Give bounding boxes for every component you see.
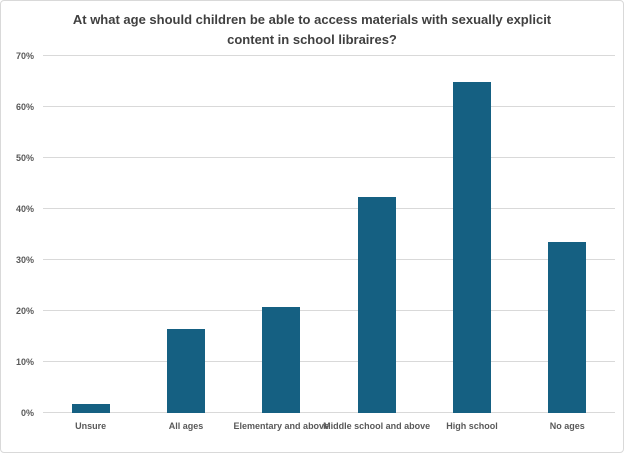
gridline-70 (43, 55, 615, 56)
y-axis-tick-label-60: 60% (15, 102, 34, 112)
y-axis-tick-label-0: 0% (20, 408, 34, 418)
gridline-20 (43, 310, 615, 311)
y-axis-tick-label-70: 70% (15, 51, 34, 61)
chart-title: At what age should children be able to a… (72, 12, 552, 47)
x-axis-tick-label-no-ages: No ages (549, 421, 585, 431)
x-axis-tick-label-high-school: High school (446, 421, 498, 431)
gridline-30 (43, 259, 615, 260)
category-slot-middle-school-and-above: Middle school and above (323, 56, 430, 431)
bar-unsure (71, 404, 110, 413)
x-axis-tick-label-elementary-and-above: Elementary and above (233, 421, 330, 431)
gridline-40 (43, 208, 615, 209)
gridline-60 (43, 106, 615, 107)
y-axis-tick-label-30: 30% (15, 255, 34, 265)
bar-high-school (452, 81, 491, 413)
x-axis-tick-label-all-ages: All ages (168, 421, 204, 431)
x-axis-tick-label-middle-school-and-above: Middle school and above (323, 421, 431, 431)
y-axis-tick-label-50: 50% (15, 153, 34, 163)
gridline-50 (43, 157, 615, 158)
gridline-10 (43, 361, 615, 362)
plot-area: 0% 10% 20% 30% 40% 50% 60% 70% Unsure All ages Ele… (16, 51, 615, 431)
y-axis-tick-label-40: 40% (15, 204, 34, 214)
category-slot-unsure: Unsure (43, 56, 138, 431)
category-slot-high-school: High school (424, 56, 519, 431)
y-axis-tick-label-10: 10% (15, 357, 34, 367)
bar-no-ages (548, 241, 587, 413)
bar-all-ages (166, 328, 205, 413)
bar-middle-school-and-above (357, 196, 396, 413)
y-axis-tick-label-20: 20% (15, 306, 34, 316)
x-axis-tick-label-unsure: Unsure (75, 421, 107, 431)
category-slot-no-ages: No ages (520, 56, 615, 431)
bar-elementary-and-above (262, 307, 301, 413)
category-slot-all-ages: All ages (138, 56, 233, 431)
category-slot-elementary-and-above: Elementary and above (234, 56, 329, 431)
gridline-0 (43, 412, 615, 413)
